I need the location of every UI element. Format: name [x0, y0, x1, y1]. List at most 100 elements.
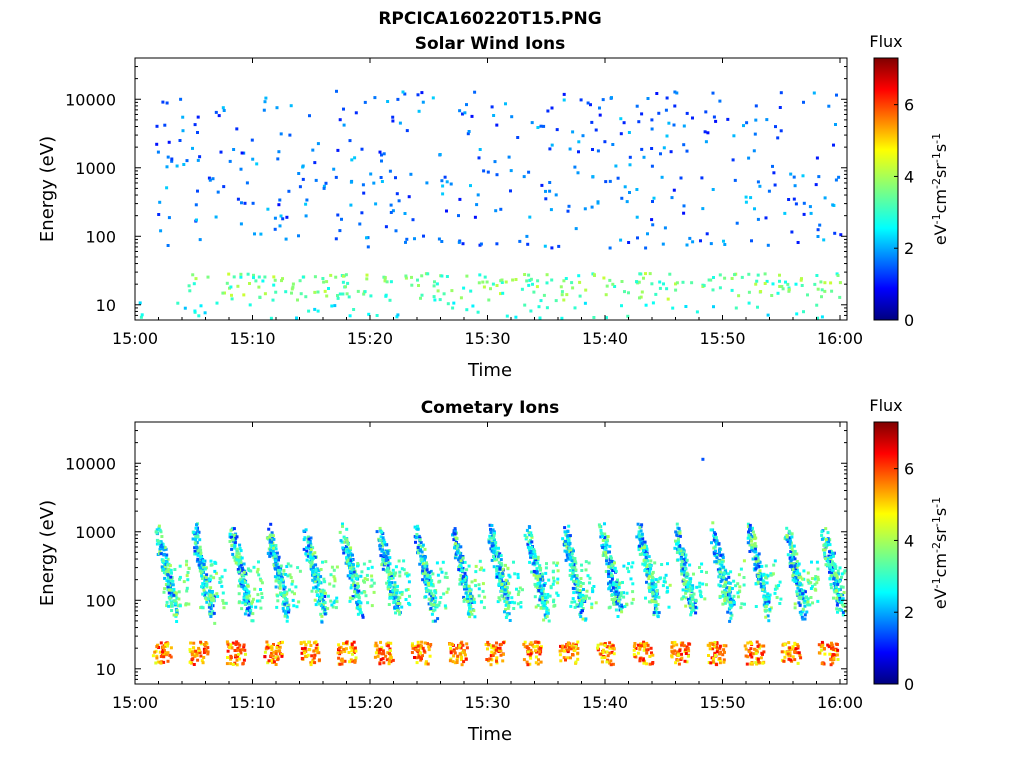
heatmap-cell [567, 524, 571, 528]
heatmap-cell [546, 593, 550, 596]
heatmap-cell [540, 584, 544, 588]
heatmap-cell [378, 547, 382, 551]
heatmap-cell [608, 179, 612, 183]
heatmap-cell [516, 572, 520, 576]
heatmap-cell [571, 568, 575, 572]
heatmap-cell [619, 238, 623, 242]
heatmap-cell [781, 287, 785, 291]
heatmap-cell [305, 558, 309, 562]
heatmap-cell [179, 97, 183, 101]
heatmap-cell [518, 586, 522, 590]
heatmap-cell [167, 588, 171, 592]
heatmap-cell [272, 643, 275, 646]
heatmap-cell [240, 573, 244, 577]
heatmap-cell [629, 577, 633, 581]
heatmap-cell [231, 538, 235, 542]
heatmap-cell [347, 295, 351, 299]
heatmap-cell [429, 643, 433, 646]
heatmap-cell [478, 273, 482, 277]
heatmap-cell [651, 570, 655, 574]
heatmap-cell [611, 644, 615, 648]
heatmap-cell [277, 203, 281, 207]
heatmap-cell [209, 601, 213, 605]
heatmap-cell [784, 280, 787, 284]
heatmap-cell [438, 153, 442, 156]
heatmap-cell [728, 589, 732, 593]
heatmap-cell [295, 605, 299, 609]
heatmap-cell [500, 580, 503, 584]
heatmap-cell [158, 528, 162, 532]
heatmap-cell [589, 103, 592, 107]
heatmap-cell [739, 567, 743, 571]
heatmap-cell [694, 599, 698, 603]
heatmap-cell [279, 564, 283, 568]
heatmap-cell [258, 296, 262, 299]
heatmap-cell [465, 646, 469, 650]
heatmap-cell [798, 572, 802, 576]
heatmap-cell [767, 619, 771, 623]
heatmap-cell [642, 661, 646, 665]
heatmap-cell [730, 587, 734, 590]
heatmap-cell [496, 550, 500, 554]
heatmap-cell [249, 569, 253, 573]
heatmap-cell [622, 591, 625, 595]
heatmap-cell [471, 304, 475, 308]
heatmap-cell [794, 202, 798, 206]
heatmap-cell [162, 653, 166, 657]
heatmap-cell [277, 558, 280, 562]
heatmap-cell [524, 537, 528, 541]
heatmap-cell [640, 147, 644, 151]
heatmap-cell [791, 568, 795, 571]
heatmap-cell [529, 648, 533, 652]
heatmap-cell [378, 662, 382, 666]
heatmap-cell [313, 575, 317, 578]
heatmap-cell [571, 571, 575, 575]
heatmap-cell [732, 594, 736, 598]
heatmap-cell [834, 178, 838, 182]
heatmap-cell [242, 293, 246, 297]
heatmap-cell [651, 653, 655, 657]
heatmap-cell [272, 283, 276, 287]
heatmap-cell [185, 563, 188, 567]
heatmap-cell [503, 610, 506, 614]
x-tick-label: 15:00 [112, 329, 158, 348]
heatmap-cell [322, 184, 326, 188]
heatmap-cell [386, 585, 390, 589]
heatmap-cell [724, 644, 728, 648]
heatmap-cell [162, 660, 166, 664]
heatmap-cell [201, 582, 205, 586]
heatmap-cell [708, 641, 712, 645]
heatmap-cell [688, 236, 692, 240]
heatmap-cell [573, 565, 577, 569]
heatmap-cell [393, 587, 397, 591]
heatmap-cell [642, 640, 646, 644]
heatmap-cell [417, 551, 420, 555]
heatmap-cell [523, 645, 527, 649]
heatmap-cell [535, 567, 539, 571]
heatmap-cell [436, 617, 440, 621]
heatmap-cell [159, 552, 163, 556]
heatmap-cell [684, 591, 688, 595]
heatmap-cell [197, 314, 201, 318]
heatmap-cell [616, 176, 620, 180]
heatmap-cell [254, 279, 258, 283]
heatmap-cell [263, 292, 267, 296]
heatmap-cell [501, 659, 505, 663]
heatmap-cell [319, 575, 323, 579]
heatmap-cell [789, 558, 793, 562]
heatmap-cell [487, 643, 491, 647]
heatmap-cell [616, 615, 620, 618]
heatmap-cell [452, 654, 456, 658]
heatmap-cell [449, 642, 453, 646]
heatmap-cell [622, 121, 626, 125]
heatmap-cell [311, 148, 315, 152]
heatmap-cell [562, 279, 566, 283]
heatmap-cell [330, 603, 334, 607]
figure-filename: RPCICA160220T15.PNG [378, 9, 601, 29]
heatmap-cell [672, 188, 676, 192]
heatmap-cell [456, 654, 460, 658]
heatmap-cell [197, 563, 201, 567]
heatmap-cell [720, 576, 724, 580]
heatmap-cell [799, 612, 803, 616]
heatmap-cell [278, 586, 282, 590]
